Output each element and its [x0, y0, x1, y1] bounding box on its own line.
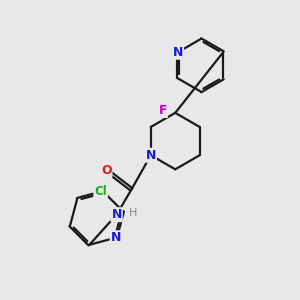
Text: N: N [111, 231, 121, 244]
Text: N: N [146, 149, 156, 162]
Text: N: N [173, 46, 183, 59]
Text: F: F [158, 104, 167, 117]
Text: O: O [101, 164, 112, 177]
Text: Cl: Cl [94, 185, 107, 198]
Text: H: H [129, 208, 137, 218]
Text: N: N [111, 208, 122, 221]
